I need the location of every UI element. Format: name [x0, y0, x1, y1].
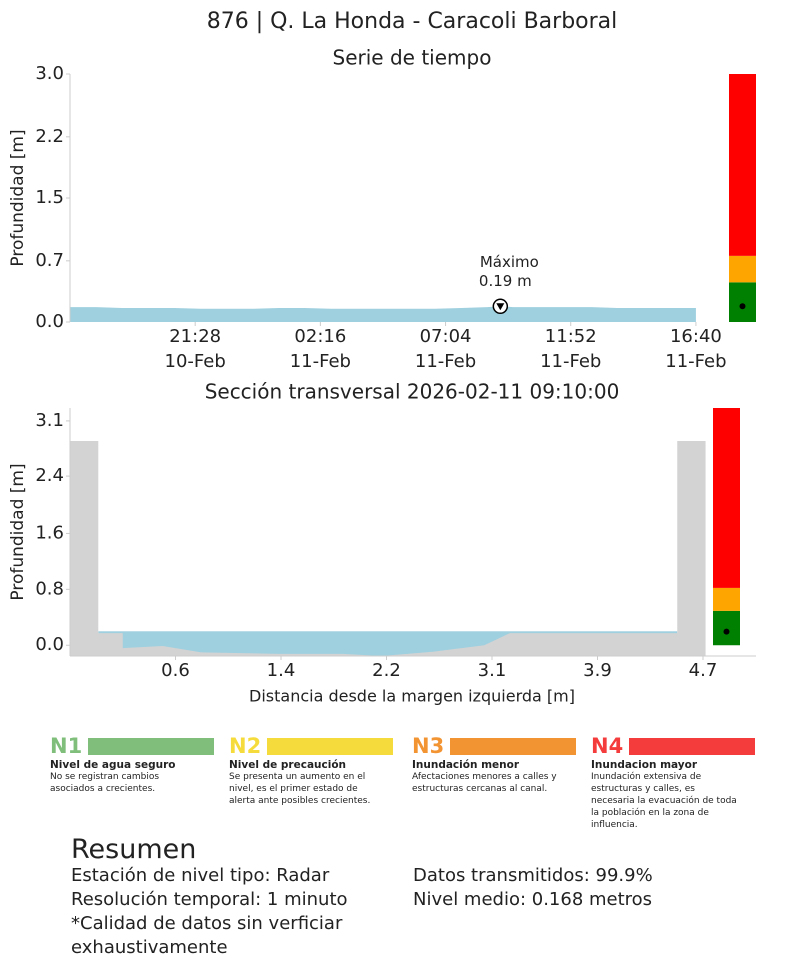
y-tick-label: 1.6: [35, 522, 64, 543]
level-title: Nivel de precaución: [229, 759, 347, 771]
level-text: Afectaciones menores a calles y estructu…: [412, 772, 557, 794]
y-axis-label: Profundidad [m]: [8, 129, 28, 266]
level: N4 Inundacion mayor Inundación extensiva d…: [591, 734, 759, 831]
y-tick-label: 0.0: [35, 634, 64, 655]
x-tick-sublabel: 11-Feb: [290, 351, 351, 372]
summary-right: Datos transmitidos: 99.9% Nivel medio: 0.…: [413, 864, 743, 912]
y-tick-label: 0.7: [35, 250, 64, 271]
annotation-label: Máximo: [480, 253, 539, 271]
y-tick-label: 0.0: [35, 311, 64, 332]
area: [70, 306, 696, 322]
level-header: N2: [229, 734, 397, 758]
x-tick-label: 2.2: [372, 660, 401, 681]
level-bar: [88, 737, 214, 755]
level-header: N1: [50, 734, 218, 758]
y-tick-label: 1.5: [35, 187, 64, 208]
level: N1 Nivel de agua seguro No se registran ca…: [50, 734, 218, 795]
y-tick-label: 3.1: [35, 410, 64, 431]
x-tick-label: 4.7: [689, 660, 718, 681]
chart-title: Sección transversal 2026-02-11 09:10:00: [205, 380, 620, 404]
level-title: Inundación menor: [412, 759, 520, 771]
level-header: N3: [412, 734, 580, 758]
y-axis-label: Profundidad [m]: [8, 463, 28, 600]
level-title: Nivel de agua seguro: [50, 759, 176, 771]
level-code: N2: [229, 734, 262, 758]
gauge-band: [713, 610, 740, 646]
x-tick-label: 1.4: [267, 660, 296, 681]
page-title: 876 | Q. La Honda - Caracoli Barboral: [207, 9, 618, 34]
x-tick-sublabel: 11-Feb: [415, 351, 476, 372]
x-tick-label: 3.9: [583, 660, 612, 681]
gauge-band: [713, 408, 740, 588]
level-bar: [267, 737, 393, 755]
level: N3 Inundación menor Afectaciones menores a…: [412, 734, 580, 795]
gauge-band: [713, 587, 740, 611]
summary-left: Estación de nivel tipo: Radar Resolución …: [71, 864, 371, 960]
summary: Resumen Estación de nivel tipo: Radar Res…: [71, 834, 771, 958]
summary-line: Resolución temporal: 1 minuto: [71, 889, 348, 910]
gauge-band: [729, 282, 756, 322]
gauge-band: [729, 74, 756, 256]
y-tick-label: 2.4: [35, 465, 64, 486]
level-code: N3: [412, 734, 445, 758]
gauge-band: [729, 255, 756, 283]
x-axis-label: Distancia desde la margen izquierda [m]: [249, 687, 575, 706]
summary-line: Estación de nivel tipo: Radar: [71, 865, 330, 886]
x-tick-sublabel: 11-Feb: [665, 351, 726, 372]
x-tick-label: 11:52: [545, 326, 597, 347]
level-header: N4: [591, 734, 759, 758]
level-text: Se presenta un aumento en el nivel, es e…: [229, 772, 371, 806]
chart-title: Serie de tiempo: [333, 46, 492, 70]
charts: 876 | Q. La Honda - Caracoli Barboral Se…: [8, 9, 756, 706]
y-tick-label: 0.8: [35, 578, 64, 599]
max-marker-icon: [496, 303, 505, 311]
level-title: Inundacion mayor: [591, 759, 698, 771]
channel-bed: [70, 440, 706, 656]
level-bar: [450, 737, 576, 755]
x-tick-label: 21:28: [169, 326, 221, 347]
x-tick-label: 16:40: [670, 326, 722, 347]
level-bar: [629, 737, 755, 755]
x-tick-label: 0.6: [161, 660, 190, 681]
summary-title: Resumen: [71, 834, 197, 865]
level: N2 Nivel de precaución Se presenta un aume…: [229, 734, 397, 807]
level-text: Inundación extensiva de estructuras y ca…: [591, 772, 737, 830]
x-tick-label: 02:16: [294, 326, 346, 347]
x-tick-sublabel: 11-Feb: [540, 351, 601, 372]
x-tick-sublabel: 10-Feb: [165, 351, 226, 372]
x-tick-label: 07:04: [420, 326, 472, 347]
level-code: N4: [591, 734, 624, 758]
y-tick-label: 3.0: [35, 63, 64, 84]
summary-line: Datos transmitidos: 99.9%: [413, 865, 653, 886]
annotation-text: 0.19 m: [479, 272, 532, 290]
level-text: No se registran cambios asociados a crec…: [50, 772, 160, 794]
summary-line: *Calidad de datos sin verficiar exhausti…: [71, 913, 343, 958]
summary-line: Nivel medio: 0.168 metros: [413, 889, 653, 910]
gauge-level: [723, 628, 730, 635]
x-tick-label: 3.1: [478, 660, 507, 681]
gauge-level: [739, 303, 746, 310]
y-tick-label: 2.2: [35, 126, 64, 147]
level-legend: N1 Nivel de agua seguro No se registran ca…: [50, 734, 760, 834]
level-code: N1: [50, 734, 83, 758]
